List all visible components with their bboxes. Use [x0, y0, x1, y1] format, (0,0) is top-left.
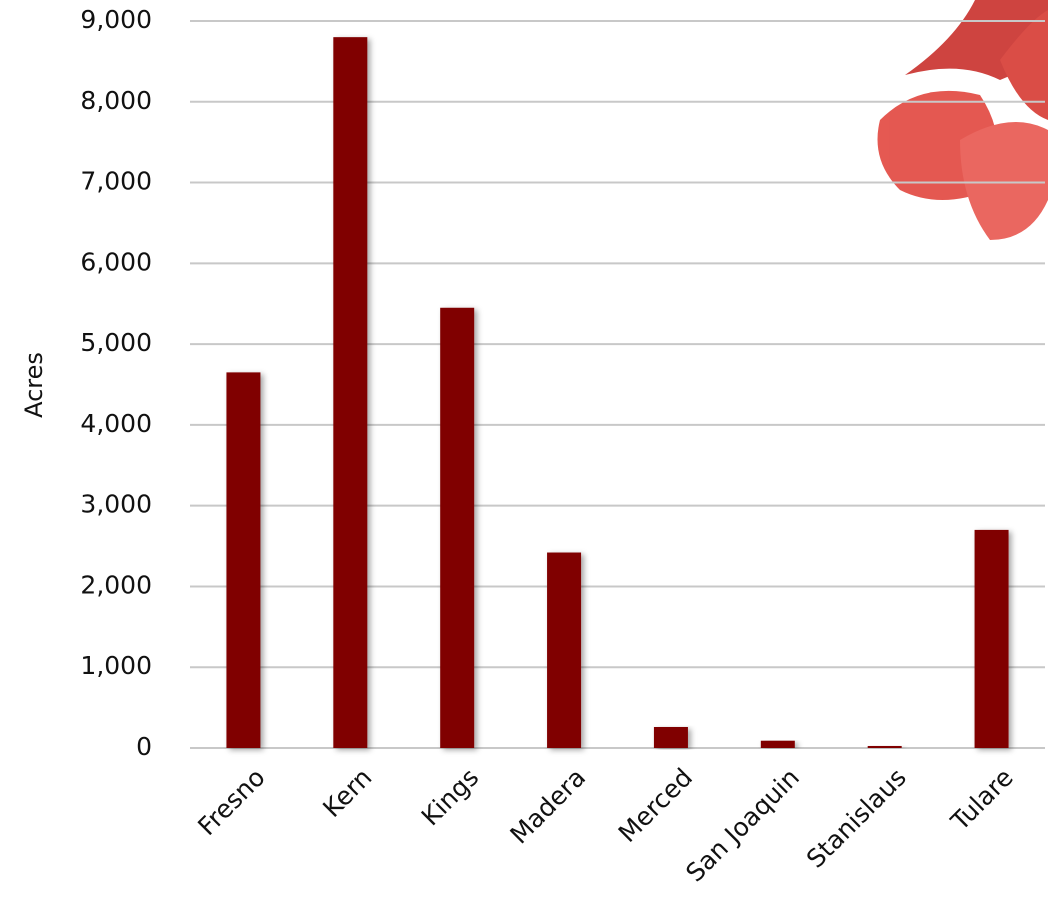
bar — [974, 529, 1009, 748]
x-tick-label: Stanislaus — [801, 763, 912, 874]
x-tick-label: San Joaquin — [680, 763, 805, 888]
bar — [333, 37, 368, 748]
y-tick-label: 5,000 — [80, 328, 152, 357]
x-tick-label: Kern — [317, 763, 377, 823]
y-tick-label: 9,000 — [80, 5, 152, 34]
y-tick-label: 6,000 — [80, 247, 152, 276]
x-tick-label: Tulare — [945, 763, 1019, 837]
y-tick-label: 1,000 — [80, 651, 152, 680]
x-tick-label: Merced — [613, 763, 698, 848]
bar — [440, 307, 475, 748]
y-tick-label: 2,000 — [80, 570, 152, 599]
bar — [653, 726, 688, 748]
bar — [760, 740, 795, 748]
y-axis-title: Acres — [20, 352, 48, 418]
y-tick-label: 0 — [136, 732, 152, 761]
y-tick-label: 7,000 — [80, 167, 152, 196]
x-tick-label: Kings — [416, 763, 485, 832]
bar — [547, 552, 582, 748]
flower-decoration — [877, 0, 1048, 240]
x-tick-label: Fresno — [192, 763, 270, 841]
y-tick-label: 4,000 — [80, 409, 152, 438]
y-tick-label: 8,000 — [80, 86, 152, 115]
bar — [226, 372, 261, 748]
x-tick-label: Madera — [504, 763, 591, 850]
bar — [867, 745, 902, 748]
y-tick-label: 3,000 — [80, 490, 152, 519]
